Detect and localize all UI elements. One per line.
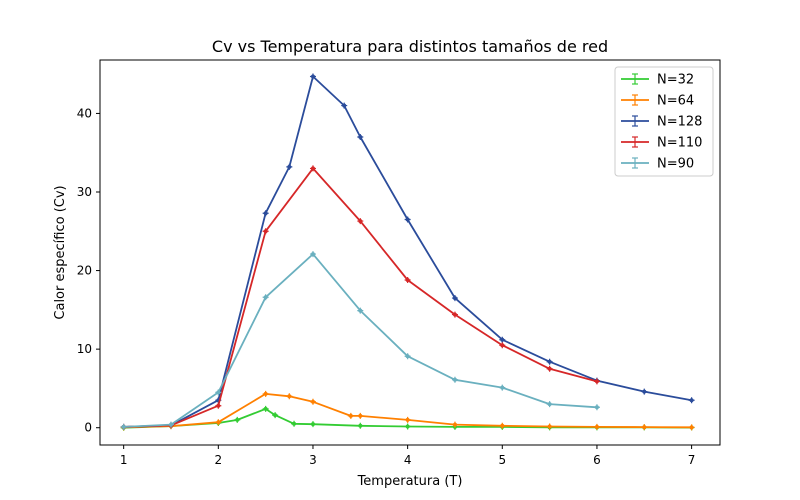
data-point-marker: [310, 74, 315, 79]
legend-item: N=128: [621, 115, 702, 130]
data-point-marker: [273, 413, 278, 418]
data-point-marker: [642, 389, 647, 394]
data-point-marker: [405, 217, 410, 222]
series-n-90: [120, 251, 600, 430]
data-point-marker: [287, 394, 292, 399]
series-layer: [120, 73, 695, 431]
x-tick-label: 7: [688, 453, 696, 467]
data-point-marker: [500, 423, 505, 428]
data-point-marker: [310, 252, 315, 257]
data-point-marker: [310, 399, 315, 404]
data-point-marker: [342, 103, 347, 108]
data-point-marker: [405, 424, 410, 429]
data-point-marker: [452, 377, 457, 382]
data-point-marker: [594, 424, 599, 429]
data-point-marker: [263, 391, 268, 396]
data-point-marker: [405, 278, 410, 282]
x-tick-label: 2: [215, 453, 223, 467]
x-axis-label: Temperatura (T): [357, 474, 463, 489]
data-point-marker: [500, 385, 505, 390]
data-point-marker: [452, 296, 457, 301]
data-point-marker: [263, 211, 268, 216]
x-axis: 1 2 3 4 5 6 7: [120, 445, 696, 467]
data-point-marker: [452, 312, 457, 317]
legend-label: N=32: [657, 73, 694, 88]
data-point-marker: [310, 422, 315, 427]
data-point-marker: [594, 379, 599, 384]
legend-label: N=128: [657, 115, 702, 130]
x-tick-label: 3: [309, 453, 317, 467]
legend-item: N=64: [621, 94, 694, 109]
data-point-marker: [642, 425, 647, 430]
x-tick-label: 5: [498, 453, 506, 467]
data-point-marker: [358, 423, 363, 428]
data-point-marker: [287, 164, 292, 169]
legend-label: N=110: [657, 136, 702, 151]
data-point-marker: [358, 135, 363, 139]
data-point-marker: [405, 354, 410, 359]
y-tick-label: 20: [77, 264, 92, 278]
data-point-marker: [500, 343, 505, 348]
data-point-marker: [547, 424, 552, 429]
data-point-marker: [594, 405, 599, 410]
x-tick-label: 1: [120, 453, 128, 467]
data-point-marker: [216, 403, 221, 408]
series-n-110: [120, 165, 600, 430]
data-point-marker: [121, 424, 126, 429]
data-point-marker: [216, 420, 221, 425]
data-point-marker: [216, 390, 221, 395]
legend-label: N=64: [657, 94, 694, 109]
data-point-marker: [689, 398, 694, 403]
chart-title: Cv vs Temperatura para distintos tamaños…: [212, 37, 608, 56]
data-point-marker: [547, 359, 552, 364]
data-point-marker: [263, 295, 268, 300]
y-axis: 0 10 20 30 40: [77, 106, 100, 435]
y-tick-label: 0: [84, 421, 92, 435]
data-point-marker: [263, 406, 268, 411]
legend-item: N=110: [621, 136, 702, 151]
legend-box: [614, 66, 714, 177]
data-point-marker: [500, 337, 505, 342]
data-point-marker: [292, 421, 297, 426]
legend-item: N=32: [621, 73, 694, 88]
data-point-marker: [358, 413, 363, 418]
y-tick-label: 40: [77, 106, 92, 120]
data-point-marker: [263, 229, 268, 234]
y-tick-label: 10: [77, 342, 92, 356]
data-point-marker: [358, 219, 363, 224]
data-point-marker: [452, 422, 457, 427]
data-point-marker: [358, 308, 363, 313]
legend-item: N=90: [621, 157, 694, 172]
y-tick-label: 30: [77, 185, 92, 199]
data-point-marker: [235, 417, 240, 422]
data-point-marker: [547, 402, 552, 407]
x-tick-label: 6: [593, 453, 601, 467]
legend-label: N=90: [657, 157, 694, 172]
data-point-marker: [689, 425, 694, 430]
legend: N=32 N=64 N=128 N=110 N=90: [614, 66, 714, 177]
data-point-marker: [405, 417, 410, 422]
data-point-marker: [310, 166, 315, 171]
x-tick-label: 4: [404, 453, 412, 467]
data-point-marker: [547, 366, 552, 371]
data-point-marker: [348, 413, 353, 418]
y-axis-label: Calor específico (Cv): [53, 185, 68, 319]
data-point-marker: [168, 422, 173, 427]
